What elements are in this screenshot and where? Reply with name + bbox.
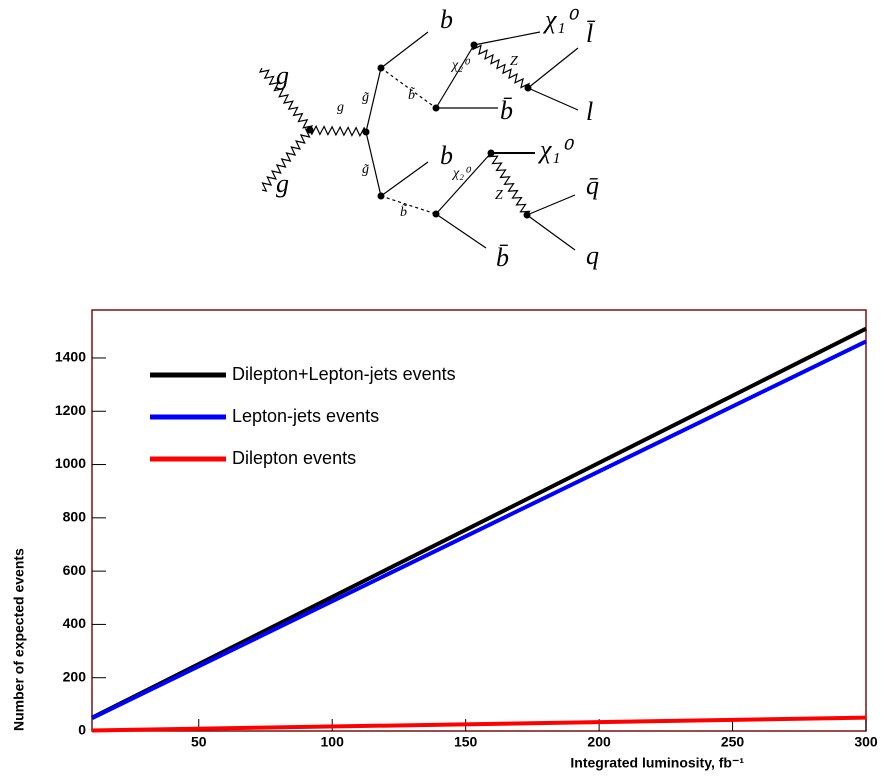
- y-tick-label: 1400: [55, 349, 86, 365]
- data-line: [91, 339, 867, 721]
- feynman-diagram: [258, 31, 579, 251]
- diagram-label: l̄: [586, 19, 596, 48]
- diagram-label: g̃: [362, 90, 369, 105]
- diagram-label: g̃: [362, 162, 369, 177]
- vertex: [377, 192, 385, 200]
- vertex: [470, 41, 478, 49]
- y-tick-label: 0: [78, 722, 86, 738]
- x-tick-label: 300: [854, 734, 878, 750]
- diagram-label: Z: [510, 54, 518, 69]
- y-tick-label: 200: [63, 668, 87, 684]
- data-line: [91, 715, 867, 733]
- wavy-line: [487, 152, 531, 216]
- diagram-label: q̄: [586, 171, 599, 200]
- y-axis-label: Number of expected events: [11, 548, 27, 731]
- wavy-line: [261, 128, 311, 192]
- legend-label: Dilepton events: [232, 448, 356, 468]
- x-tick-label: 250: [721, 734, 745, 750]
- plot-frame: [91, 309, 867, 732]
- diagram-label: g: [276, 169, 289, 198]
- data-line: [91, 326, 867, 720]
- vertex: [523, 211, 531, 219]
- diagram-label: b̃: [408, 86, 415, 103]
- vertex: [487, 149, 495, 157]
- vertex: [524, 84, 532, 92]
- vertex: [362, 128, 370, 136]
- diagram-label: χ₁⁰: [542, 5, 579, 34]
- x-axis-label: Integrated luminosity, fb⁻¹: [570, 755, 744, 771]
- vertex: [432, 210, 440, 218]
- diagram-label: b̄: [500, 96, 513, 125]
- vertex: [377, 64, 385, 72]
- x-tick-label: 150: [454, 734, 478, 750]
- x-tick-label: 200: [587, 734, 611, 750]
- y-tick-label: 800: [63, 509, 87, 525]
- wavy-line: [309, 124, 367, 138]
- y-tick-label: 600: [63, 562, 87, 578]
- diagram-label: l: [586, 97, 593, 126]
- diagram-label: χ₂⁰: [450, 58, 471, 73]
- vertex: [306, 126, 314, 134]
- diagram-label: b̃: [400, 203, 407, 220]
- diagram-label: q: [586, 241, 599, 270]
- diagram-label: b: [440, 141, 453, 170]
- wavy-line: [258, 67, 314, 131]
- diagram-label: g: [337, 100, 344, 115]
- wavy-line: [472, 44, 530, 89]
- x-tick-label: 50: [191, 734, 207, 750]
- y-tick-label: 1200: [55, 402, 86, 418]
- diagram-label: b: [440, 5, 453, 34]
- diagram-label: Z: [495, 188, 503, 203]
- diagram-label: χ₁⁰: [537, 135, 574, 164]
- legend-label: Dilepton+Lepton-jets events: [232, 364, 456, 384]
- x-tick-label: 100: [321, 734, 345, 750]
- diagram-label: g: [276, 61, 289, 90]
- y-tick-label: 400: [63, 615, 87, 631]
- diagram-label: χ₂⁰: [451, 166, 472, 181]
- legend-label: Lepton-jets events: [232, 406, 379, 426]
- vertex: [432, 104, 440, 112]
- y-tick-label: 1000: [55, 455, 86, 471]
- diagram-label: b̄: [496, 243, 509, 272]
